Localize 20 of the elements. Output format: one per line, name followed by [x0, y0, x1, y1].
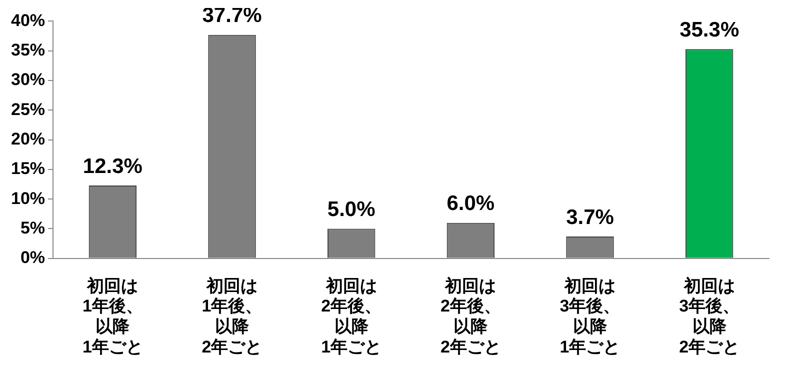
- y-tick-label: 15%: [10, 159, 46, 178]
- y-tick-label: 0%: [20, 248, 46, 268]
- x-tick-label: 初回は1年後、以降1年ごと: [82, 276, 143, 356]
- y-tick-label: 25%: [10, 100, 46, 119]
- x-tick-label: 初回は2年後、以降1年ごと: [321, 276, 382, 356]
- data-label: 35.3%: [680, 18, 740, 42]
- x-tick-label: 初回は2年後、以降2年ごと: [440, 276, 501, 356]
- data-label: 6.0%: [446, 192, 495, 216]
- x-tick-label: 初回は3年後、以降1年ごと: [560, 276, 620, 356]
- y-tick-label: 10%: [10, 188, 46, 208]
- data-label: 12.3%: [82, 154, 143, 178]
- x-tick-label: 初回は1年後、以降2年ごと: [202, 276, 262, 356]
- y-tick-label: 40%: [10, 10, 46, 30]
- y-tick-label: 5%: [20, 218, 46, 238]
- y-tick-label: 35%: [10, 40, 46, 60]
- y-tick-label: 20%: [10, 129, 46, 148]
- y-tick-label: 30%: [10, 70, 46, 90]
- data-label: 5.0%: [327, 198, 376, 222]
- data-label: 3.7%: [566, 206, 614, 229]
- x-tick-label: 初回は3年後、以降2年ごと: [679, 276, 740, 356]
